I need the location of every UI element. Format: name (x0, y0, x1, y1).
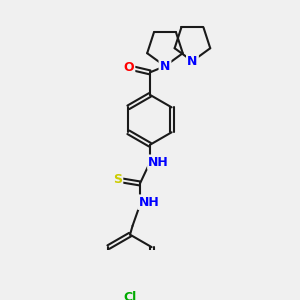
Text: O: O (124, 61, 134, 74)
Text: Cl: Cl (123, 290, 137, 300)
Text: NH: NH (148, 156, 169, 169)
Text: N: N (187, 55, 198, 68)
Text: S: S (113, 173, 122, 186)
Text: NH: NH (138, 196, 159, 209)
Text: N: N (160, 60, 170, 73)
